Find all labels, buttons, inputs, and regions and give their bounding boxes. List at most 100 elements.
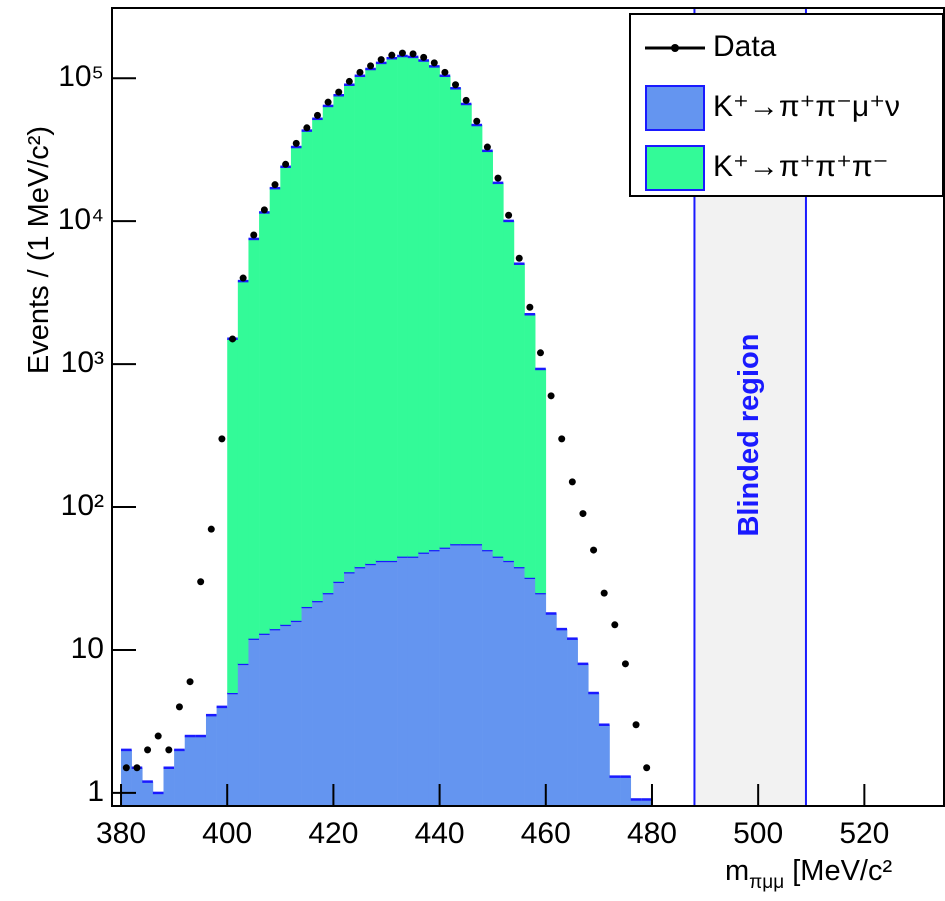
data-point (547, 392, 555, 400)
bar (174, 749, 186, 806)
data-point (260, 206, 268, 214)
bar (407, 556, 419, 806)
bar (556, 629, 568, 806)
bar (535, 593, 547, 806)
bar (471, 125, 483, 545)
bar (365, 563, 377, 806)
bar (344, 572, 355, 806)
bar (609, 776, 621, 806)
bar (620, 776, 632, 806)
data-point (515, 254, 523, 262)
bar (460, 544, 472, 806)
data-point (558, 435, 566, 443)
data-point (133, 764, 141, 772)
data-point (324, 98, 332, 106)
bar (152, 792, 164, 806)
data-point (452, 81, 460, 89)
bar (503, 220, 515, 561)
x-tick-label: 380 (96, 817, 146, 850)
y-tick-label: 10² (61, 489, 104, 522)
bar (545, 613, 557, 806)
data-point (526, 303, 534, 311)
bar (248, 638, 260, 806)
bar (365, 68, 377, 564)
bar (322, 593, 334, 806)
bar (354, 567, 366, 806)
bar (121, 749, 132, 806)
bar (450, 88, 462, 545)
bar (269, 629, 281, 806)
data-point (250, 231, 258, 239)
bar (259, 212, 270, 634)
bar (482, 550, 493, 806)
bar (513, 263, 525, 568)
y-tick-label: 10³ (61, 346, 104, 379)
plot-frame (111, 7, 945, 807)
data-point (611, 621, 619, 629)
x-tick-label: 460 (521, 817, 571, 850)
data-point (632, 721, 640, 729)
data-point (271, 181, 279, 189)
x-label-sub: πμμ (749, 872, 784, 893)
data-point (377, 56, 385, 64)
x-tick-label: 400 (202, 817, 252, 850)
bar (301, 130, 313, 607)
data-point (207, 525, 215, 533)
bar (184, 736, 196, 806)
legend-swatch (645, 85, 705, 131)
data-point (175, 703, 183, 711)
data-point (154, 732, 162, 740)
bar (301, 606, 313, 806)
bar (195, 736, 207, 806)
data-point (292, 139, 300, 147)
legend-marker (671, 44, 679, 52)
data-point (313, 111, 321, 119)
bar (312, 601, 324, 806)
bar (397, 556, 409, 806)
legend-label: K⁺→π⁺π⁻μ⁺ν (713, 90, 900, 123)
x-tick-label: 500 (733, 817, 783, 850)
data-point (473, 117, 481, 125)
bar (471, 544, 483, 806)
bar (513, 567, 525, 806)
bar (290, 147, 302, 621)
data-point (441, 68, 449, 76)
bar (482, 150, 493, 551)
bar (216, 706, 228, 806)
data-point (388, 51, 396, 59)
y-tick-label: 10⁵ (58, 60, 104, 93)
bar (354, 75, 366, 568)
bar (248, 238, 260, 639)
bar (237, 281, 249, 664)
legend-swatch (645, 145, 705, 191)
bar (259, 633, 270, 806)
data-point (420, 53, 428, 61)
bar (322, 105, 334, 594)
bar (428, 550, 440, 806)
data-point (568, 478, 576, 486)
y-tick-label: 10 (71, 632, 104, 665)
bar (237, 663, 249, 806)
bar (375, 560, 387, 806)
data-point (303, 124, 311, 132)
data-point (165, 746, 173, 754)
bar (386, 560, 398, 806)
data-point (186, 678, 194, 686)
x-tick-label: 420 (308, 817, 358, 850)
data-point (239, 274, 247, 282)
legend-label: Data (713, 30, 777, 63)
bar (535, 368, 547, 594)
bar (567, 638, 578, 806)
data-point (356, 68, 364, 76)
data-point (409, 50, 417, 58)
bar (577, 663, 589, 806)
y-axis-label: Events / (1 MeV/c²) (23, 126, 55, 374)
bar (418, 552, 430, 806)
data-point (398, 49, 406, 57)
bar (641, 799, 653, 806)
bar (450, 544, 462, 806)
bar (407, 56, 419, 557)
bar (439, 75, 451, 548)
bar (428, 66, 440, 551)
data-point (335, 88, 343, 96)
